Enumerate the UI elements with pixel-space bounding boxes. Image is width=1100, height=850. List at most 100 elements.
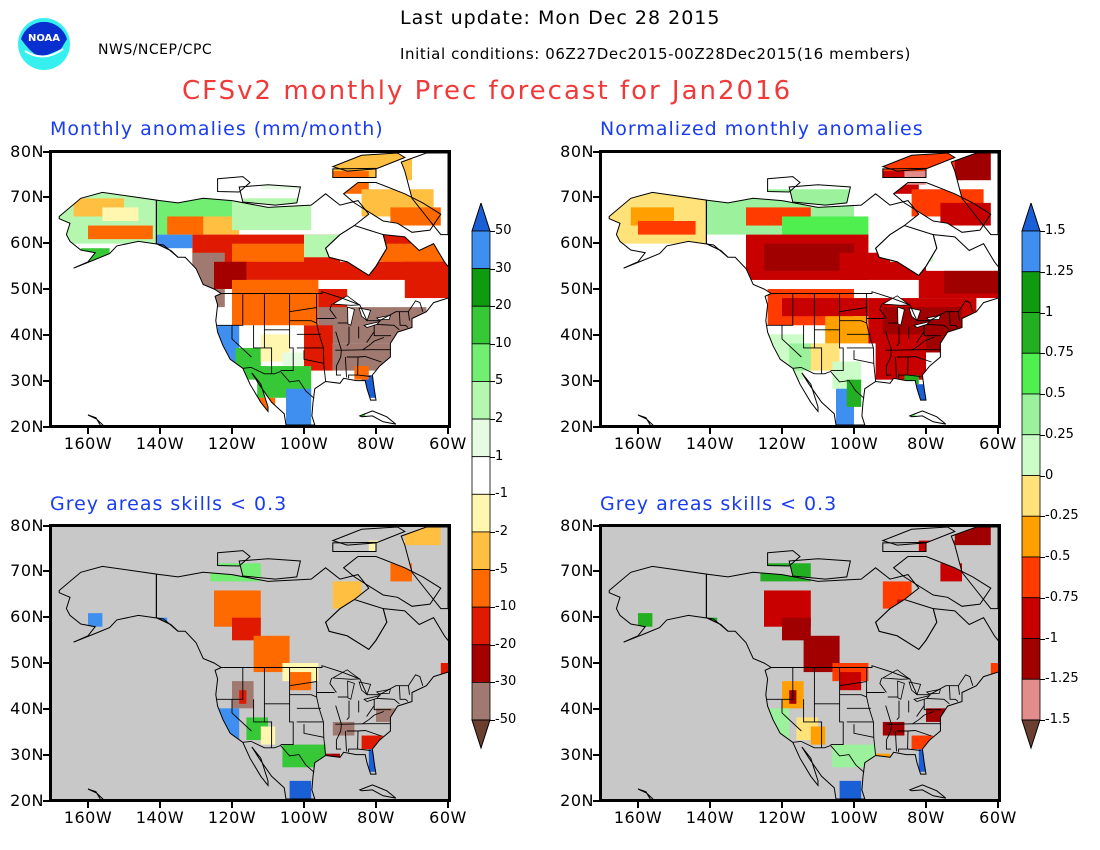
lat-tick bbox=[593, 799, 599, 802]
political-border bbox=[866, 293, 877, 382]
colorbar-tick bbox=[490, 231, 495, 232]
colorbar-label: 1 bbox=[495, 448, 504, 464]
lat-tick bbox=[43, 379, 49, 382]
colorbar-tick bbox=[1040, 720, 1045, 721]
lat-label: 20N bbox=[560, 790, 594, 810]
colorbar-tick bbox=[490, 607, 495, 609]
political-border bbox=[839, 694, 867, 698]
coastline bbox=[892, 556, 992, 607]
colorbar-label: 0.5 bbox=[1045, 386, 1066, 401]
anomaly-cell bbox=[282, 744, 326, 768]
political-border bbox=[948, 311, 959, 328]
anomaly-cell bbox=[167, 216, 204, 235]
colorbar-swatch bbox=[471, 606, 491, 646]
anomaly-cell bbox=[289, 672, 312, 691]
lat-tick bbox=[593, 753, 599, 756]
lon-tick bbox=[709, 802, 711, 808]
anomaly-cell bbox=[782, 617, 811, 641]
political-border bbox=[344, 730, 347, 752]
colorbar-tick bbox=[490, 531, 495, 533]
political-border bbox=[335, 723, 392, 725]
political-border bbox=[896, 356, 932, 363]
political-border bbox=[923, 325, 942, 337]
lon-label: 60W bbox=[429, 434, 467, 453]
lat-label: 30N bbox=[560, 370, 594, 390]
coastline bbox=[637, 414, 654, 425]
lat-label: 30N bbox=[560, 744, 594, 764]
lat-tick bbox=[43, 524, 49, 527]
panel-title: Monthly anomalies (mm/month) bbox=[50, 118, 384, 140]
lon-label: 60W bbox=[429, 808, 467, 827]
coastline bbox=[238, 184, 302, 206]
political-border bbox=[885, 331, 892, 376]
political-border bbox=[916, 331, 925, 343]
lat-tick bbox=[43, 150, 49, 153]
lon-label: 120W bbox=[757, 434, 807, 453]
colorbar-tick bbox=[1040, 679, 1045, 681]
coastline bbox=[950, 527, 998, 610]
political-border bbox=[830, 329, 844, 372]
anomaly-cell bbox=[289, 780, 312, 799]
coastline bbox=[331, 153, 406, 172]
lon-tick bbox=[781, 428, 783, 434]
political-border bbox=[335, 349, 392, 351]
lon-tick bbox=[447, 802, 449, 808]
political-border bbox=[329, 303, 337, 319]
coastline bbox=[87, 414, 104, 425]
anomaly-cell bbox=[440, 663, 448, 677]
lon-label: 160W bbox=[613, 808, 663, 827]
political-border bbox=[885, 349, 942, 351]
coastline bbox=[238, 558, 302, 580]
lon-label: 100W bbox=[279, 808, 329, 827]
lat-label: 70N bbox=[560, 561, 594, 581]
colorbar-tick bbox=[490, 494, 495, 496]
colorbar-tick bbox=[490, 381, 495, 383]
political-border bbox=[335, 705, 342, 750]
political-border bbox=[398, 311, 409, 328]
lon-tick bbox=[853, 428, 855, 434]
lat-tick bbox=[43, 288, 49, 290]
colorbar-swatch bbox=[471, 305, 491, 345]
colorbar-tick bbox=[1040, 638, 1045, 640]
lon-label: 140W bbox=[135, 808, 185, 827]
political-border bbox=[329, 677, 337, 693]
political-border bbox=[957, 685, 960, 695]
colorbar-label: 30 bbox=[495, 260, 512, 276]
lat-label: 40N bbox=[560, 324, 594, 344]
colorbar-swatch bbox=[471, 268, 491, 307]
lon-label: 120W bbox=[757, 808, 807, 827]
colorbar-swatch bbox=[1021, 393, 1041, 436]
lon-tick bbox=[375, 802, 377, 808]
anomaly-cell bbox=[839, 780, 862, 799]
lon-label: 100W bbox=[829, 808, 879, 827]
lat-label: 80N bbox=[560, 515, 594, 535]
political-border bbox=[766, 667, 794, 700]
colorbar-swatch bbox=[471, 456, 491, 495]
lat-tick bbox=[593, 707, 599, 710]
colorbar-label: 0 bbox=[1045, 467, 1054, 483]
coastline bbox=[881, 527, 956, 546]
lon-tick bbox=[997, 802, 999, 808]
political-border bbox=[894, 730, 897, 752]
map-panel-anom_skill bbox=[49, 524, 451, 802]
colorbar-label: -0.75 bbox=[1045, 589, 1079, 605]
colorbar-swatch bbox=[1021, 271, 1041, 313]
colorbar-label: 0.75 bbox=[1045, 345, 1074, 361]
lon-tick bbox=[997, 428, 999, 434]
coastline bbox=[767, 176, 801, 193]
lat-label: 20N bbox=[10, 790, 44, 810]
anomaly-cell bbox=[944, 270, 998, 294]
coastline bbox=[358, 784, 397, 799]
lon-tick bbox=[853, 802, 855, 808]
anomaly-cell bbox=[232, 243, 304, 262]
lat-label: 60N bbox=[560, 607, 594, 627]
political-border bbox=[853, 724, 874, 738]
anomaly-cell bbox=[196, 216, 240, 235]
political-border bbox=[366, 705, 375, 717]
colorbar-label: 1.25 bbox=[1045, 263, 1074, 279]
lon-tick bbox=[447, 428, 449, 434]
last-update: Last update: Mon Dec 28 2015 bbox=[400, 7, 721, 29]
anomaly-cell bbox=[810, 726, 826, 745]
political-border bbox=[894, 356, 897, 378]
map-canvas bbox=[602, 527, 998, 799]
